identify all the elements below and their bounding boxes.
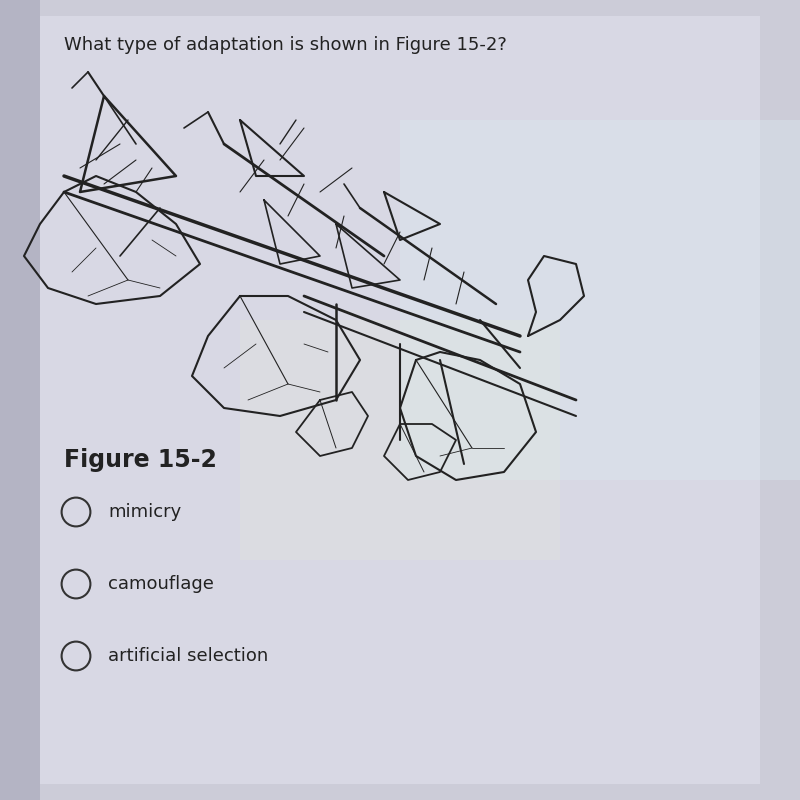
- Text: Figure 15-2: Figure 15-2: [64, 448, 217, 472]
- Bar: [0, 0, 40, 800]
- Bar: [240, 320, 560, 560]
- Text: What type of adaptation is shown in Figure 15-2?: What type of adaptation is shown in Figu…: [64, 36, 507, 54]
- Text: camouflage: camouflage: [108, 575, 214, 593]
- Text: artificial selection: artificial selection: [108, 647, 268, 665]
- Text: mimicry: mimicry: [108, 503, 182, 521]
- Bar: [400, 120, 800, 480]
